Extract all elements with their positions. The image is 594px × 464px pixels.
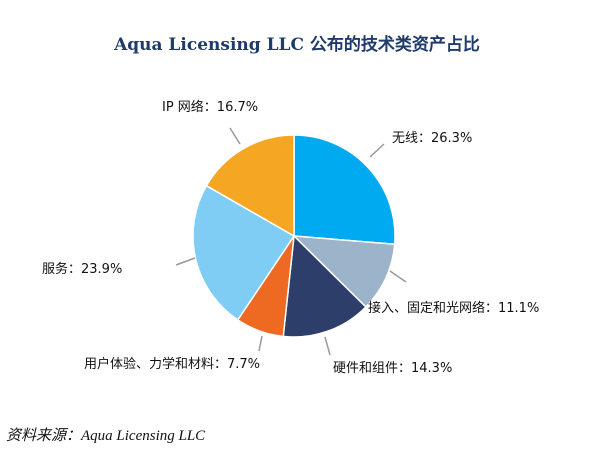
slice-label: 用户体验、力学和材料：7.7% (84, 356, 260, 372)
leader-line (389, 270, 407, 283)
source-note: 资料来源：Aqua Licensing LLC (6, 428, 206, 444)
pie-slice (205, 134, 295, 238)
leader-line (229, 127, 241, 145)
pie-slice (192, 184, 296, 321)
leader-line (175, 257, 196, 266)
slice-label: 服务：23.9% (42, 261, 122, 277)
chart-title: Aqua Licensing LLC 公布的技术类资产占比 (114, 35, 480, 55)
leader-line (324, 336, 331, 356)
slice-label: 硬件和组件：14.3% (333, 361, 452, 376)
slice-label: 接入、固定和光网络：11.1% (368, 300, 539, 316)
pie-slice (293, 134, 396, 246)
slice-label: 无线：26.3% (392, 131, 472, 146)
pie-slice (282, 234, 367, 338)
slice-label: IP 网络：16.7% (162, 99, 258, 115)
leader-line (258, 335, 263, 352)
pie-slice (292, 235, 396, 309)
leader-line (369, 143, 385, 158)
